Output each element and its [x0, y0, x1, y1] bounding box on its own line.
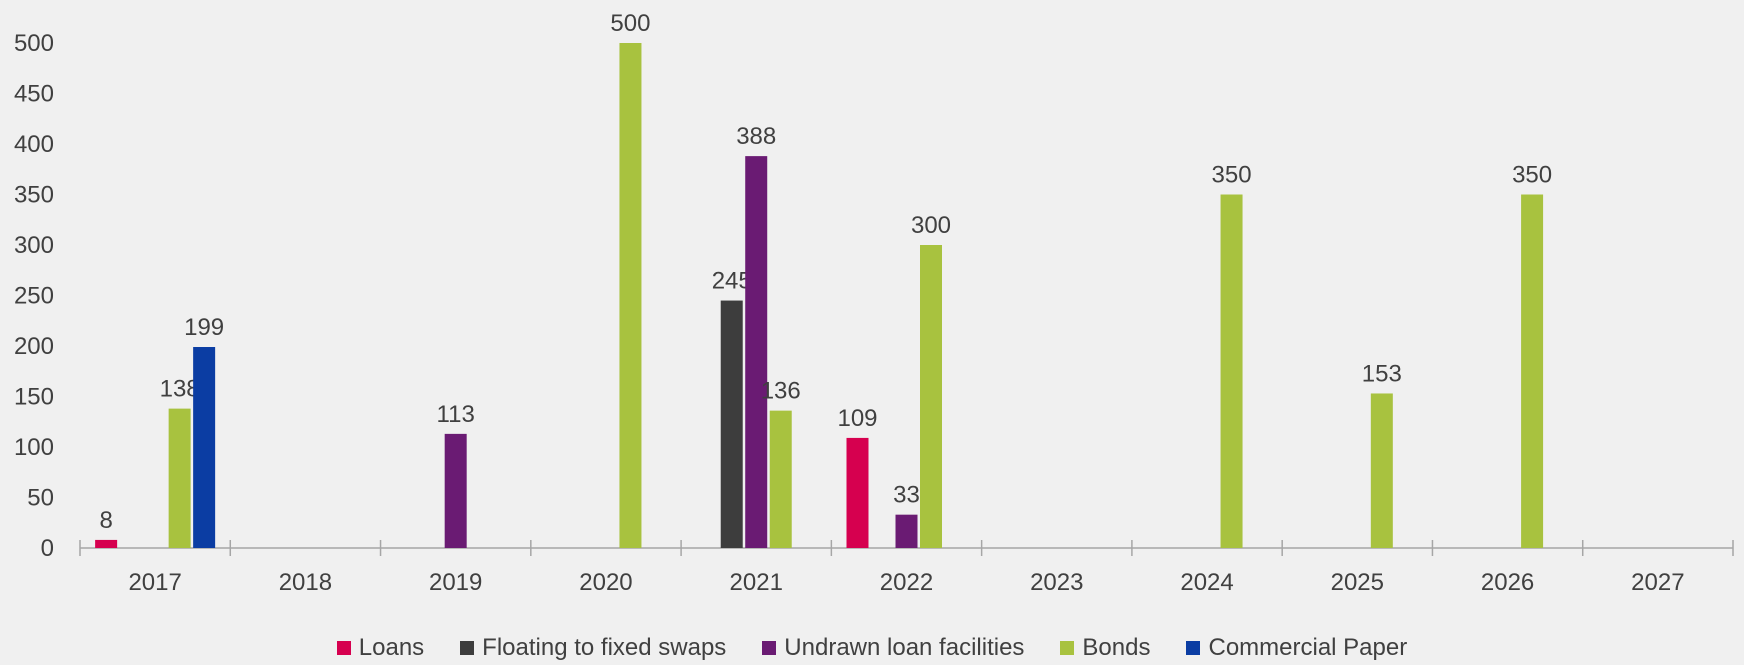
- bar: [619, 43, 642, 548]
- bar: [769, 410, 792, 548]
- bar: [168, 408, 191, 548]
- data-label: 350: [1512, 162, 1552, 189]
- y-tick-label: 50: [27, 485, 54, 512]
- y-tick-label: 150: [14, 384, 54, 411]
- bar: [920, 245, 942, 548]
- bar: [720, 300, 743, 548]
- x-tick-label: 2025: [1331, 569, 1384, 596]
- x-tick-label: 2024: [1180, 569, 1233, 596]
- legend-swatch: [336, 641, 351, 655]
- data-label: 300: [911, 212, 951, 239]
- data-label: 199: [184, 314, 224, 341]
- legend-swatch: [460, 641, 475, 655]
- chart-legend: Loans Floating to fixed swaps Undrawn loan…: [0, 634, 1744, 662]
- y-tick-label: 350: [14, 182, 54, 209]
- legend-item: Undrawn loan facilities: [762, 634, 1024, 662]
- x-tick-label: 2017: [128, 569, 181, 596]
- y-tick-label: 0: [41, 535, 54, 562]
- legend-label: Undrawn loan facilities: [784, 634, 1025, 661]
- y-tick-label: 450: [14, 81, 54, 108]
- x-tick-label: 2018: [279, 569, 332, 596]
- data-label: 113: [437, 401, 475, 428]
- data-label: 33: [893, 482, 920, 509]
- data-label: 350: [1212, 162, 1252, 189]
- bar: [846, 437, 869, 548]
- bar: [444, 433, 467, 548]
- x-tick-label: 2027: [1631, 569, 1684, 596]
- legend-label: Loans: [358, 634, 425, 661]
- legend-swatch: [762, 641, 777, 655]
- bar: [193, 347, 216, 548]
- x-tick-label: 2021: [730, 569, 783, 596]
- bar: [1370, 393, 1393, 548]
- legend-swatch: [1060, 641, 1075, 655]
- bar: [95, 539, 118, 548]
- x-tick-label: 2026: [1481, 569, 1534, 596]
- legend-label: Bonds: [1082, 634, 1151, 661]
- y-tick-label: 400: [14, 131, 54, 158]
- x-tick-label: 2020: [579, 569, 632, 596]
- bar: [745, 156, 768, 548]
- legend-item: Commercial Paper: [1186, 634, 1407, 662]
- data-label: 136: [761, 378, 801, 405]
- bar: [1220, 194, 1243, 548]
- data-label: 109: [837, 405, 877, 432]
- legend-item: Bonds: [1060, 634, 1150, 662]
- data-label: 500: [610, 10, 650, 37]
- x-tick-label: 2019: [429, 569, 482, 596]
- bar-chart: 0 50 100 150 200 250 300 350 400 450 500 2017 2018 20…: [14, 10, 1734, 596]
- y-tick-label: 250: [14, 283, 54, 310]
- x-tick-label: 2023: [1030, 569, 1083, 596]
- data-label: 153: [1362, 360, 1402, 387]
- legend-item: Floating to fixed swaps: [460, 634, 726, 662]
- legend-swatch: [1186, 641, 1201, 655]
- legend-item: Loans: [336, 634, 425, 662]
- y-tick-label: 200: [14, 333, 54, 360]
- bar: [1521, 194, 1544, 548]
- legend-label: Commercial Paper: [1208, 634, 1408, 661]
- bar: [895, 514, 918, 548]
- y-tick-label: 100: [14, 434, 54, 461]
- y-tick-label: 500: [14, 30, 54, 57]
- x-tick-label: 2022: [880, 569, 933, 596]
- legend-label: Floating to fixed swaps: [482, 634, 727, 661]
- y-tick-label: 300: [14, 232, 54, 259]
- data-label: 388: [736, 123, 776, 150]
- data-label: 138: [160, 376, 200, 403]
- data-label: 245: [712, 268, 752, 295]
- data-label: 8: [99, 507, 112, 534]
